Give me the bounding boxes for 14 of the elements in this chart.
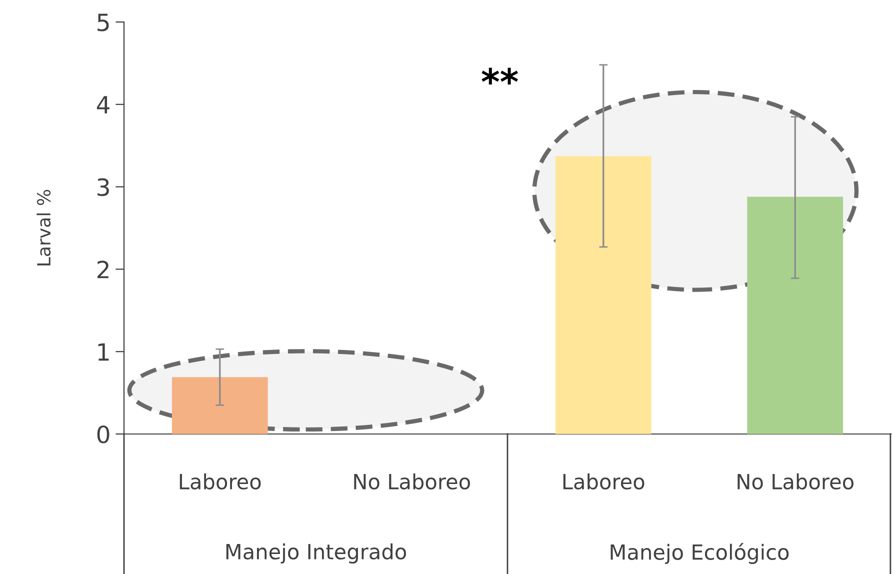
y-tick-label: 5 <box>98 14 109 32</box>
x-tick-label: Laboreo <box>563 473 644 490</box>
y-tick-label: 2 <box>98 260 108 278</box>
text: Manejo Ecológico <box>610 542 789 564</box>
y-tick-label: 0 <box>97 425 110 444</box>
x-tick-label: No Laboreo <box>738 473 854 490</box>
y-tick-label: 1 <box>98 343 109 361</box>
y-axis-title: Larval % <box>36 190 51 266</box>
y-tick-label: 3 <box>98 178 109 196</box>
y-tick-label: 4 <box>96 96 110 114</box>
text: Manejo Integrado <box>226 543 406 564</box>
annotation: ** <box>482 68 518 85</box>
x-tick-label: No Laboreo <box>354 473 470 490</box>
x-tick-label: Laboreo <box>180 473 261 490</box>
